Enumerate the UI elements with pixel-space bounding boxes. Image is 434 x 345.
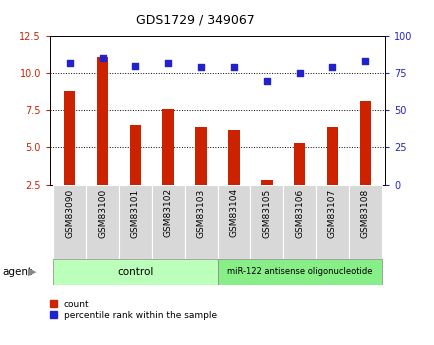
Point <box>99 56 106 61</box>
Bar <box>195 127 206 185</box>
Text: miR-122 antisense oligonucleotide: miR-122 antisense oligonucleotide <box>226 267 372 276</box>
Text: ▶: ▶ <box>28 267 37 277</box>
Bar <box>228 130 239 185</box>
Bar <box>53 259 217 285</box>
Point <box>230 65 237 70</box>
Bar <box>151 185 184 259</box>
Text: GSM83105: GSM83105 <box>262 188 271 238</box>
Text: GSM83101: GSM83101 <box>131 188 140 238</box>
Point <box>361 59 368 64</box>
Point <box>263 78 270 83</box>
Point <box>66 60 73 66</box>
Bar <box>250 185 283 259</box>
Bar <box>348 185 381 259</box>
Point <box>296 71 302 76</box>
Point <box>132 63 138 69</box>
Text: GDS1729 / 349067: GDS1729 / 349067 <box>136 14 254 27</box>
Text: GSM83107: GSM83107 <box>327 188 336 238</box>
Text: GSM83100: GSM83100 <box>98 188 107 238</box>
Point <box>197 65 204 70</box>
Bar <box>184 185 217 259</box>
Bar <box>217 185 250 259</box>
Legend: count, percentile rank within the sample: count, percentile rank within the sample <box>50 299 217 320</box>
Text: GSM83103: GSM83103 <box>196 188 205 238</box>
Bar <box>315 185 348 259</box>
Bar <box>129 125 141 185</box>
Text: control: control <box>117 267 153 277</box>
Bar <box>86 185 119 259</box>
Bar <box>162 109 174 185</box>
Bar <box>358 101 370 185</box>
Bar <box>53 185 86 259</box>
Text: GSM83106: GSM83106 <box>294 188 303 238</box>
Point <box>328 65 335 70</box>
Point <box>164 60 171 66</box>
Bar <box>283 185 315 259</box>
Bar <box>260 180 272 185</box>
Text: agent: agent <box>2 267 32 277</box>
Text: GSM83108: GSM83108 <box>360 188 369 238</box>
Bar <box>64 91 76 185</box>
Text: GSM83090: GSM83090 <box>65 188 74 238</box>
Bar <box>217 259 381 285</box>
Text: GSM83102: GSM83102 <box>163 188 172 237</box>
Bar <box>326 127 337 185</box>
Bar <box>293 143 305 185</box>
Bar <box>97 57 108 185</box>
Text: GSM83104: GSM83104 <box>229 188 238 237</box>
Bar <box>119 185 151 259</box>
